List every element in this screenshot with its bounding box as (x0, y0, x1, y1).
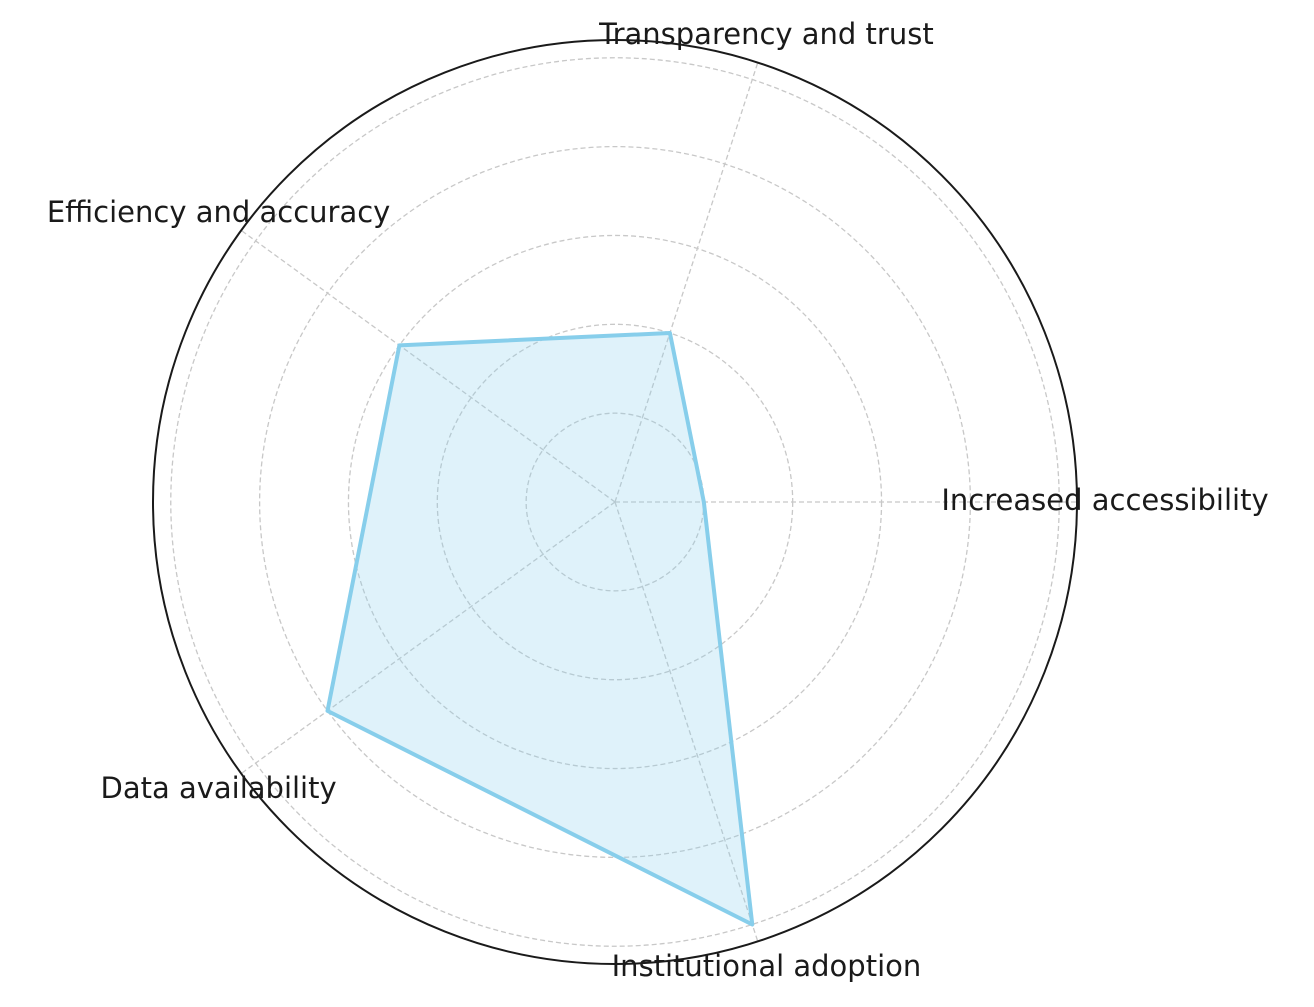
category-label: Transparency and trust (598, 17, 934, 51)
radar-line (325, 331, 755, 927)
radar-area (327, 333, 753, 925)
category-label: Data availability (100, 771, 336, 805)
spoke (614, 62, 759, 503)
spoke (614, 501, 759, 942)
spoke (240, 229, 616, 503)
spoke (240, 501, 616, 775)
category-label: Efficiency and accuracy (47, 195, 391, 229)
category-label: Increased accessibility (941, 483, 1268, 517)
category-label: Institutional adoption (612, 949, 922, 983)
outer-frame (152, 39, 1078, 965)
